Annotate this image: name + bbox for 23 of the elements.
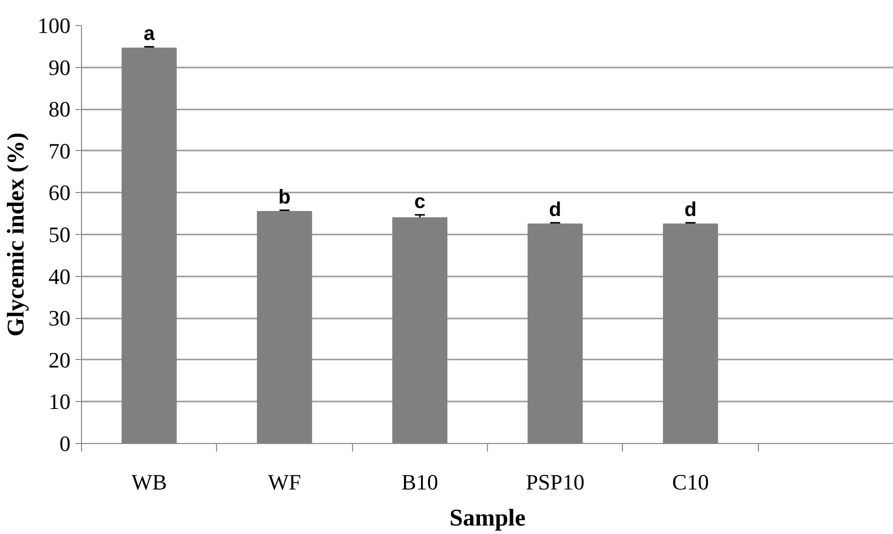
y-tick-label: 30 [48,306,70,331]
y-tick-label: 80 [48,96,70,122]
x-tick-label: WF [268,470,301,494]
x-tick-label: C10 [672,470,709,494]
y-tick-label: 20 [48,347,70,372]
y-tick-label: 70 [48,138,70,164]
x-tick-label: PSP10 [526,470,585,494]
annotation: a [144,22,156,45]
x-tick-label: B10 [401,470,438,494]
y-tick-label: 60 [48,180,70,206]
x-axis-title: Sample [449,506,526,532]
annotation: d [684,198,697,221]
y-tick-label: 50 [48,222,70,247]
x-tick-label: WB [131,470,167,494]
y-tick-label: 100 [38,13,70,38]
annotation: d [549,198,562,221]
y-tick-label: 40 [48,264,70,289]
y-axis-title: Glycemic index (%) [4,132,30,336]
y-tick-label: 10 [48,389,70,414]
annotation: c [414,190,426,213]
y-tick-label: 90 [48,54,70,80]
y-tick-label: 0 [60,431,70,456]
annotation: b [278,186,291,208]
